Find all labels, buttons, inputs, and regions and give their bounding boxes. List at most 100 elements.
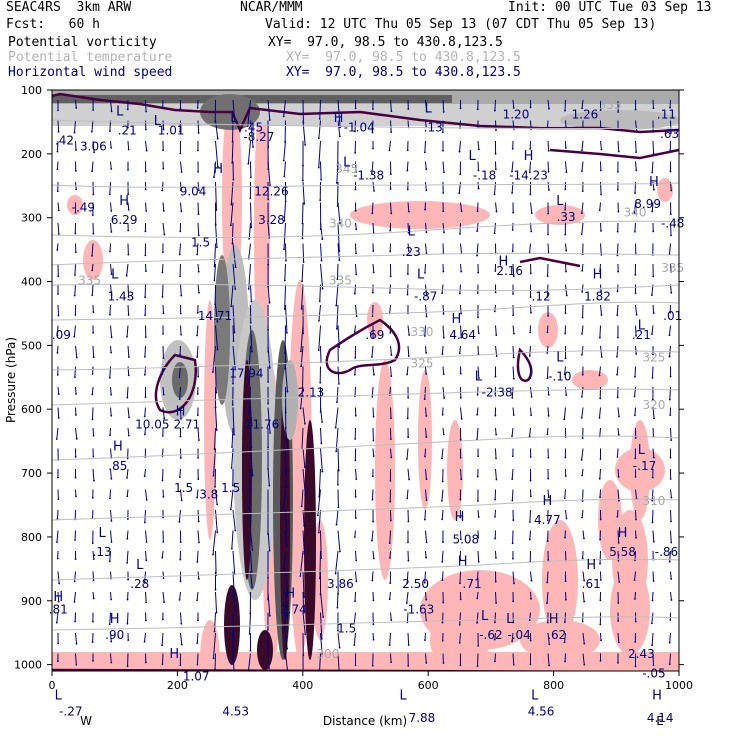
wind-vector-head bbox=[476, 413, 479, 416]
wind-vector bbox=[215, 222, 218, 248]
wind-vector bbox=[495, 202, 498, 212]
model-name: SEAC4RS 3km ARW bbox=[6, 0, 132, 15]
wind-vector bbox=[110, 530, 113, 543]
theta-label: 325 bbox=[410, 357, 433, 371]
wind-vector bbox=[511, 386, 514, 399]
wind-vector-head bbox=[267, 628, 269, 631]
wind-vector-head bbox=[179, 130, 181, 133]
wind-vector bbox=[230, 202, 234, 226]
wind-vector-head bbox=[75, 437, 78, 440]
wind-vector-head bbox=[634, 665, 637, 668]
wind-vector-head bbox=[284, 200, 287, 203]
wind-vector-head bbox=[231, 403, 234, 406]
wind-vector bbox=[512, 120, 515, 129]
wind-vector bbox=[320, 632, 323, 655]
wind-vector-head bbox=[373, 373, 375, 376]
wind-vector bbox=[617, 407, 620, 417]
wind-vector bbox=[145, 550, 147, 561]
wind-vector bbox=[283, 99, 286, 117]
wind-vector bbox=[651, 509, 654, 523]
wind-vector bbox=[565, 386, 567, 396]
wind-vector bbox=[301, 222, 304, 239]
wind-vector bbox=[371, 530, 374, 541]
wind-vector bbox=[511, 161, 514, 172]
wind-vector-head bbox=[74, 251, 77, 254]
wind-vector bbox=[56, 612, 59, 623]
wind-vector bbox=[337, 243, 340, 261]
wind-vector bbox=[57, 120, 60, 132]
wind-vector bbox=[388, 140, 391, 151]
wind-vector bbox=[285, 427, 289, 451]
wind-vector-head bbox=[144, 296, 147, 299]
wind-vector bbox=[215, 489, 218, 505]
x-tick-label: 0 bbox=[49, 679, 56, 692]
wind-vector-head bbox=[197, 577, 200, 580]
wind-vector-head bbox=[161, 251, 164, 254]
wind-vector bbox=[178, 366, 181, 378]
wind-vector bbox=[460, 202, 463, 212]
wind-vector bbox=[635, 325, 637, 336]
wind-vector bbox=[230, 489, 234, 510]
wind-vector-head bbox=[423, 518, 426, 521]
wind-vector bbox=[406, 591, 409, 604]
extremum-marker: H bbox=[455, 510, 465, 525]
wind-vector-head bbox=[600, 639, 602, 642]
extremum-marker: H bbox=[119, 194, 129, 209]
wind-vector-head bbox=[304, 633, 307, 636]
wind-vector-head bbox=[285, 529, 288, 532]
wind-vector-head bbox=[616, 396, 619, 399]
wind-vector bbox=[336, 509, 339, 525]
wind-vector-head bbox=[670, 541, 673, 544]
wind-vector-head bbox=[652, 275, 655, 278]
wind-vector bbox=[616, 345, 619, 357]
wind-vector bbox=[57, 571, 60, 584]
wind-vector-head bbox=[389, 250, 392, 253]
wind-vector bbox=[390, 345, 392, 356]
wind-vector-head bbox=[530, 212, 533, 215]
wind-vector-head bbox=[425, 373, 428, 375]
pv-value-label: -.45 bbox=[240, 121, 263, 135]
wind-vector-head bbox=[599, 659, 602, 662]
wind-vector-head bbox=[179, 275, 181, 278]
pv-value-label: .61 bbox=[582, 577, 601, 591]
wind-vector-head bbox=[529, 639, 532, 642]
wind-vector-head bbox=[600, 193, 602, 196]
wind-vector-head bbox=[162, 393, 165, 396]
wind-vector bbox=[458, 181, 461, 194]
wind-vector bbox=[144, 509, 146, 523]
wind-vector-head bbox=[127, 578, 129, 581]
field-wind-name: Horizontal wind speed bbox=[8, 65, 173, 80]
wind-vector-head bbox=[178, 398, 181, 401]
wind-vector-head bbox=[460, 478, 463, 481]
wind-vector bbox=[196, 489, 199, 498]
wind-vector bbox=[442, 161, 445, 173]
wind-vector bbox=[319, 284, 321, 302]
wind-vector-head bbox=[616, 188, 619, 191]
wind-vector bbox=[197, 263, 200, 272]
wind-vector-head bbox=[564, 456, 567, 459]
wind-vector bbox=[511, 468, 514, 480]
wind-vector bbox=[494, 632, 496, 640]
wind-vector-head bbox=[163, 233, 166, 236]
wind-vector bbox=[319, 99, 321, 119]
wind-vector bbox=[302, 120, 306, 145]
wind-vector bbox=[145, 591, 147, 603]
wind-vector bbox=[477, 366, 480, 379]
wind-vector-head bbox=[144, 254, 147, 257]
wind-vector-head bbox=[548, 107, 550, 110]
wind-vector-head bbox=[355, 580, 358, 583]
wind-vector bbox=[337, 530, 341, 552]
wind-vector bbox=[267, 468, 270, 486]
wind-vector-head bbox=[530, 414, 533, 417]
wind-vector-head bbox=[634, 620, 637, 623]
wind-vector bbox=[301, 202, 304, 224]
wind-vector bbox=[582, 632, 585, 644]
wind-vector-head bbox=[390, 661, 392, 664]
wind-vector bbox=[196, 345, 199, 358]
wind-vector bbox=[670, 222, 672, 236]
wind-vector-head bbox=[354, 188, 357, 191]
wind-vector-head bbox=[91, 373, 94, 375]
wind-vector bbox=[651, 366, 654, 378]
wind-vector-head bbox=[581, 290, 584, 293]
wind-vector-head bbox=[390, 456, 393, 459]
